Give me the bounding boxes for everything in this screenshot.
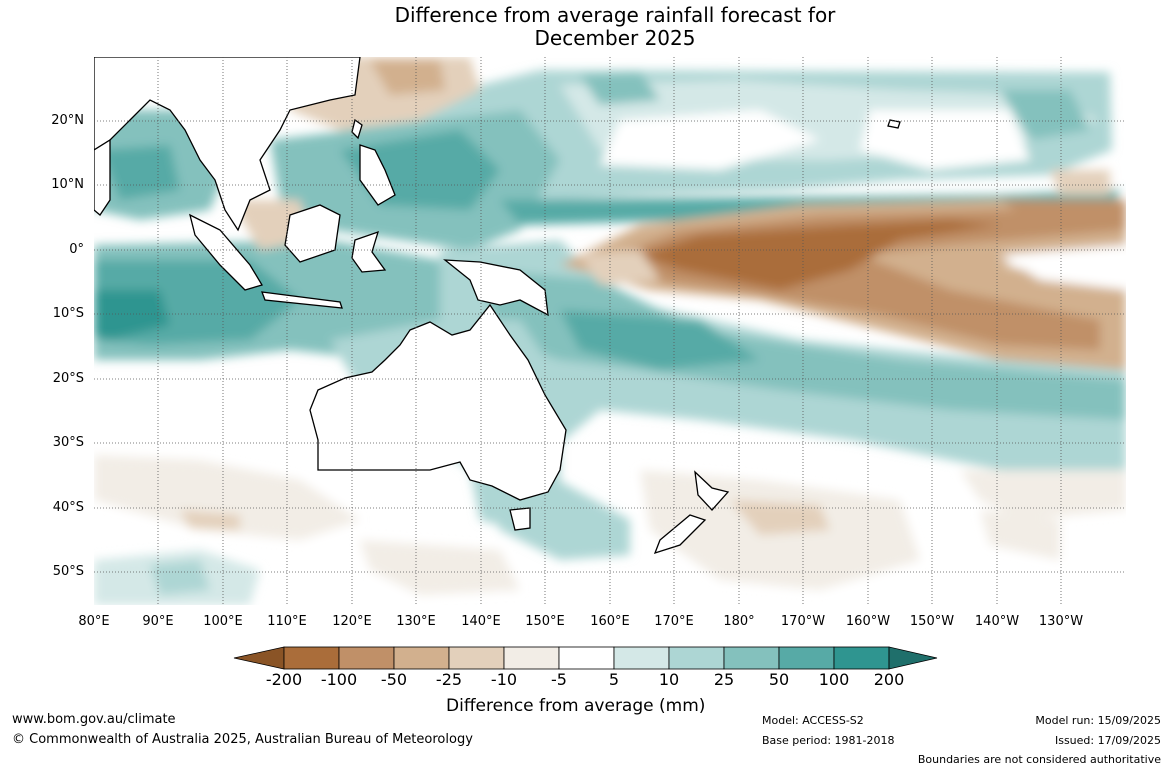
lat-label-10n: 10°N [51,177,84,192]
lon-label-90e: 90°E [142,614,174,629]
map-panel [94,57,1126,605]
title-line-1: Difference from average rainfall forecas… [394,3,836,27]
lon-label-130e: 130°E [396,614,436,629]
india-outline [94,138,111,216]
asia-mainland-outline [94,57,361,232]
colorbar-label: 5 [608,670,620,689]
colorbar-swatch [668,646,725,670]
lon-label-140w: 140°W [974,614,1020,629]
new-zealand-north-outline [694,470,730,511]
lat-label-20s: 20°S [52,371,84,386]
australia-outline [309,303,567,501]
colorbar-swatch [613,646,670,670]
colorbar-label: -50 [380,670,408,689]
graticule [94,57,1126,605]
colorbar-label: 25 [713,670,735,689]
lon-label-150e: 150°E [525,614,565,629]
boundaries-disclaimer: Boundaries are not considered authoritat… [917,753,1161,766]
colorbar-label: -100 [320,670,358,689]
issued-date: Issued: 17/09/2025 [1054,734,1161,747]
model-run-date: Model run: 15/09/2025 [1035,714,1161,727]
colorbar-label: 10 [658,670,680,689]
lat-label-10s: 10°S [52,306,84,321]
lat-label-50s: 50°S [52,564,84,579]
colorbar-swatch [393,646,450,670]
chart-title: Difference from average rainfall forecas… [0,4,1173,50]
new-zealand-south-outline [653,514,707,555]
sumatra-outline [189,213,263,291]
coastlines [94,57,901,555]
copyright-text: © Commonwealth of Australia 2025, Austra… [12,732,473,747]
colorbar-swatch [558,646,615,670]
colorbar-label: 50 [768,670,790,689]
tasmania-outline [509,507,531,531]
lon-label-160w: 160°W [845,614,891,629]
lon-label-170w: 170°W [780,614,826,629]
lon-label-120e: 120°E [332,614,372,629]
colorbar-swatch [723,646,780,670]
base-period: Base period: 1981-2018 [762,734,895,747]
colorbar-extend-low [233,646,285,670]
lat-label-30s: 30°S [52,435,84,450]
lat-label-40s: 40°S [52,500,84,515]
colorbar-label: -5 [551,670,567,689]
philippines-outline [359,144,396,206]
colorbar-swatch [778,646,835,670]
lat-label-0: 0° [69,242,84,257]
colorbar-label: -10 [490,670,518,689]
lon-label-80e: 80°E [78,614,110,629]
lon-label-170e: 170°E [654,614,694,629]
colorbar [233,646,938,670]
lon-label-100e: 100°E [203,614,243,629]
title-line-2: December 2025 [534,26,696,50]
colorbar-extend-high [888,646,938,670]
colorbar-swatch [503,646,560,670]
model-name: Model: ACCESS-S2 [762,714,864,727]
colorbar-title: Difference from average (mm) [446,696,706,716]
lon-label-180: 180° [723,614,755,629]
colorbar-swatch [283,646,340,670]
lat-label-20n: 20°N [51,113,84,128]
colorbar-swatch [448,646,505,670]
lon-label-150w: 150°W [909,614,955,629]
lon-label-110e: 110°E [267,614,307,629]
colorbar-swatch [338,646,395,670]
colorbar-label: -25 [435,670,463,689]
website-link[interactable]: www.bom.gov.au/climate [12,712,176,727]
colorbar-swatch [833,646,890,670]
java-outline [261,291,343,309]
colorbar-label: 200 [873,670,905,689]
taiwan-outline [351,118,363,140]
new-guinea-outline [443,259,549,317]
lon-label-140e: 140°E [461,614,501,629]
colorbar-label: -200 [265,670,303,689]
colorbar-label: 100 [818,670,850,689]
hawaii-outline [887,119,901,129]
lon-label-130w: 130°W [1038,614,1084,629]
lon-label-160e: 160°E [590,614,630,629]
